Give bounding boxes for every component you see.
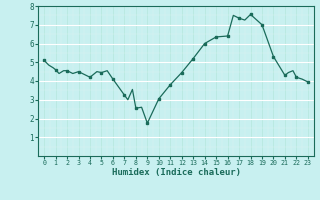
X-axis label: Humidex (Indice chaleur): Humidex (Indice chaleur) <box>111 168 241 177</box>
